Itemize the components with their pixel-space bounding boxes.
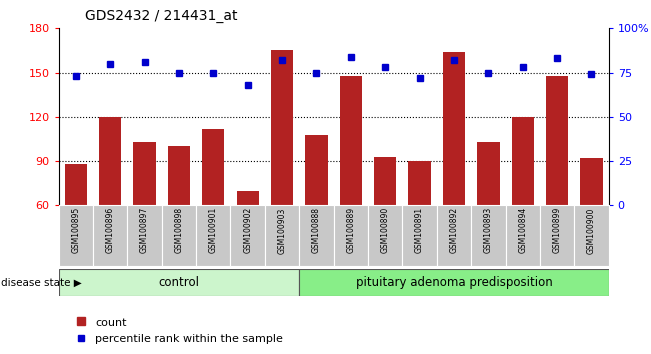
Text: GSM100893: GSM100893 <box>484 207 493 253</box>
Bar <box>512 117 534 205</box>
Text: GSM100889: GSM100889 <box>346 207 355 253</box>
Bar <box>271 51 293 205</box>
Bar <box>368 205 402 266</box>
Bar <box>402 205 437 266</box>
Text: GSM100890: GSM100890 <box>381 207 390 253</box>
Text: disease state ▶: disease state ▶ <box>1 277 81 287</box>
Bar <box>408 161 431 205</box>
Bar <box>374 156 396 205</box>
Text: GSM100894: GSM100894 <box>518 207 527 253</box>
Text: control: control <box>158 276 199 289</box>
Bar <box>340 75 362 205</box>
Text: GSM100901: GSM100901 <box>209 207 218 253</box>
Bar <box>128 205 161 266</box>
Bar <box>59 205 93 266</box>
Bar <box>168 146 190 205</box>
Text: GSM100892: GSM100892 <box>449 207 458 253</box>
Bar <box>471 205 506 266</box>
Text: GSM100903: GSM100903 <box>277 207 286 253</box>
Text: GSM100902: GSM100902 <box>243 207 252 253</box>
Bar <box>546 75 568 205</box>
Bar <box>334 205 368 266</box>
Text: GSM100896: GSM100896 <box>105 207 115 253</box>
Text: GSM100898: GSM100898 <box>174 207 184 253</box>
Bar <box>506 205 540 266</box>
Bar <box>437 205 471 266</box>
Bar <box>477 142 499 205</box>
Bar <box>580 158 603 205</box>
Bar <box>93 205 128 266</box>
Text: GSM100899: GSM100899 <box>553 207 562 253</box>
Legend: count, percentile rank within the sample: count, percentile rank within the sample <box>71 313 288 348</box>
Bar <box>64 164 87 205</box>
Bar <box>299 205 334 266</box>
Bar <box>196 205 230 266</box>
Bar <box>59 269 299 296</box>
Bar <box>236 190 259 205</box>
Bar <box>230 205 265 266</box>
Text: GSM100900: GSM100900 <box>587 207 596 253</box>
Text: pituitary adenoma predisposition: pituitary adenoma predisposition <box>355 276 552 289</box>
Bar <box>161 205 196 266</box>
Bar <box>443 52 465 205</box>
Text: GSM100895: GSM100895 <box>71 207 80 253</box>
Bar <box>540 205 574 266</box>
Bar <box>305 135 327 205</box>
Bar <box>265 205 299 266</box>
Bar <box>202 129 225 205</box>
Text: GSM100897: GSM100897 <box>140 207 149 253</box>
Bar <box>99 117 121 205</box>
Text: GSM100891: GSM100891 <box>415 207 424 253</box>
Text: GDS2432 / 214431_at: GDS2432 / 214431_at <box>85 9 237 23</box>
Bar <box>133 142 156 205</box>
Bar <box>574 205 609 266</box>
Text: GSM100888: GSM100888 <box>312 207 321 253</box>
Bar <box>299 269 609 296</box>
